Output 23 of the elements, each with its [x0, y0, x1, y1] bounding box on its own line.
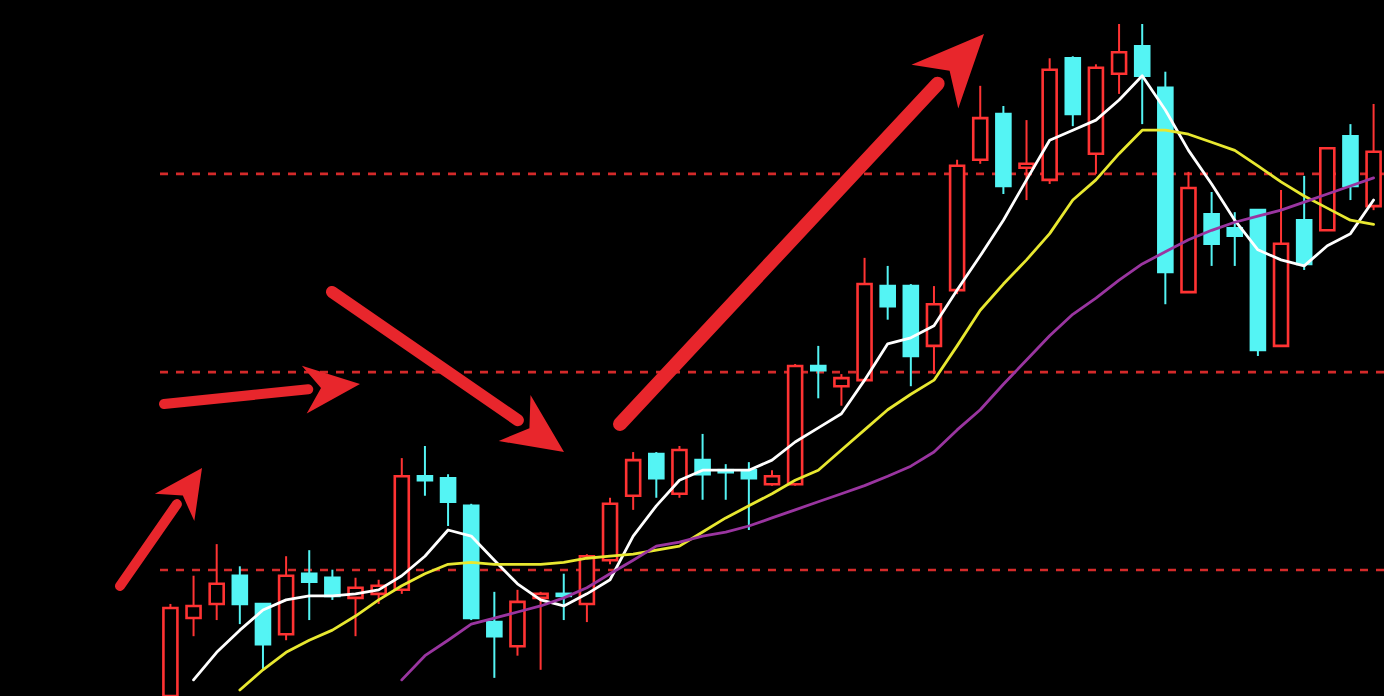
candlestick [1133, 23, 1151, 126]
candlestick [254, 602, 272, 671]
candlestick [231, 565, 249, 626]
candlestick [185, 574, 202, 638]
candlestick [648, 451, 665, 499]
candlestick [1226, 211, 1244, 267]
candlestick [486, 590, 503, 679]
candlestick [833, 373, 850, 407]
candlestick [1110, 23, 1128, 95]
candlestick [671, 445, 688, 499]
candlestick [1018, 119, 1035, 202]
candlestick [509, 588, 526, 657]
candlestick [879, 264, 896, 321]
candlestick [416, 445, 434, 497]
candlestick [971, 84, 989, 165]
candlestick [439, 473, 457, 527]
candlestick [324, 568, 341, 601]
candlestick [300, 549, 318, 622]
candlestick [624, 451, 642, 511]
candlestick [1295, 174, 1313, 271]
candlestick [1203, 191, 1220, 267]
candlestick [208, 543, 225, 622]
candlestick [809, 344, 827, 400]
